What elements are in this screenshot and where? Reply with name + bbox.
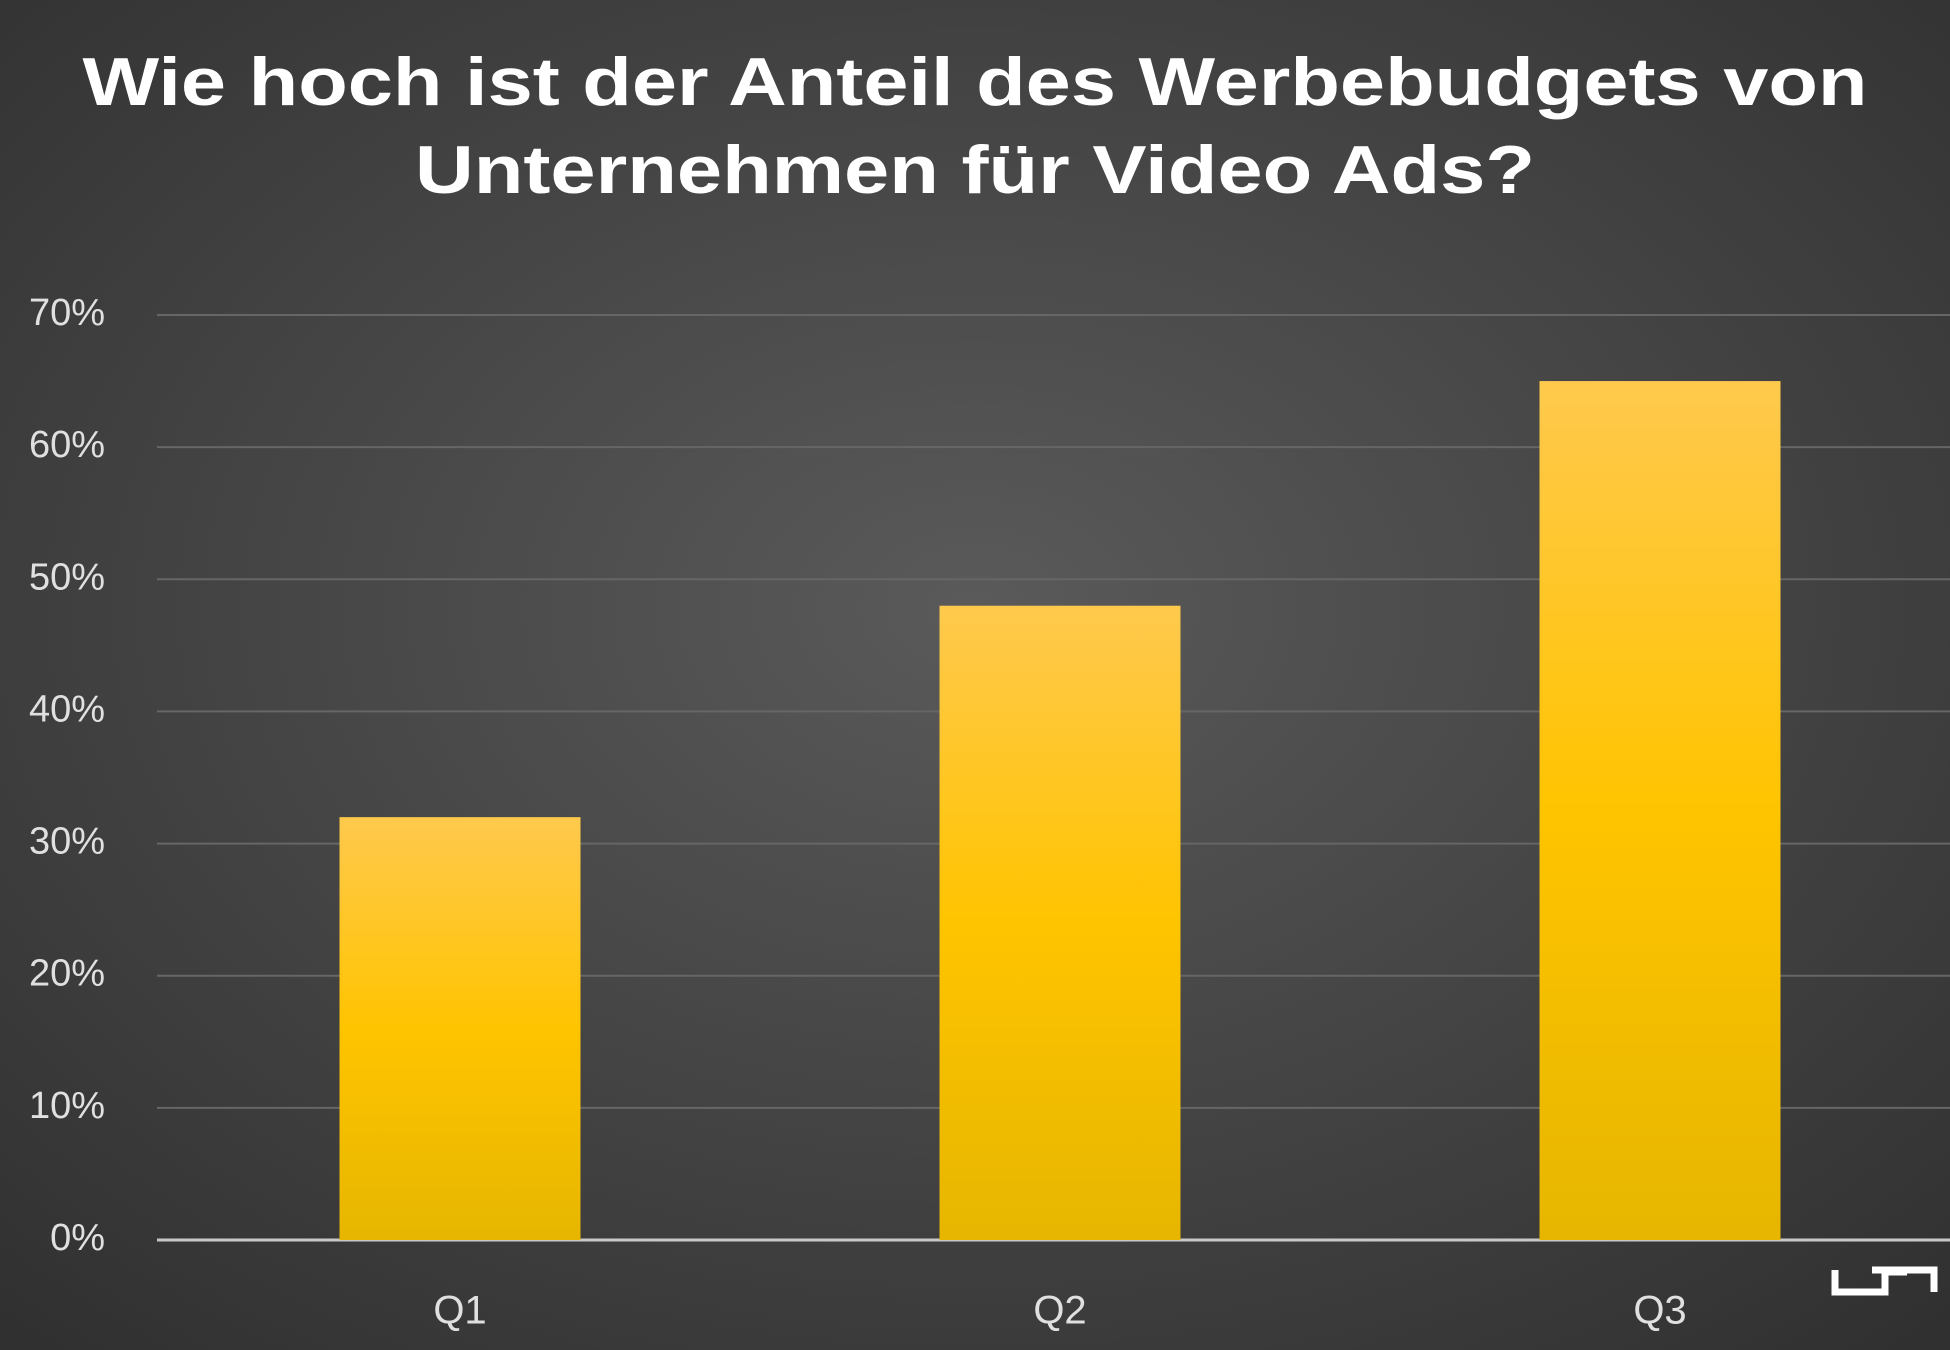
x-tick-label: Q3 [1633, 1289, 1686, 1333]
chart-title: Wie hoch ist der Anteil des Werbebudgets… [83, 44, 1868, 120]
chart-title: Unternehmen für Video Ads? [415, 132, 1535, 208]
x-tick-label: Q1 [433, 1289, 486, 1333]
y-tick-label: 10% [29, 1085, 105, 1127]
y-tick-label: 50% [29, 556, 105, 598]
x-tick-label: Q2 [1033, 1289, 1086, 1333]
y-tick-label: 30% [29, 821, 105, 863]
y-tick-label: 0% [50, 1217, 105, 1259]
y-tick-label: 40% [29, 688, 105, 730]
y-tick-label: 60% [29, 424, 105, 466]
y-tick-label: 70% [29, 292, 105, 334]
y-tick-label: 20% [29, 953, 105, 995]
bar [1539, 381, 1781, 1241]
logo [1831, 1266, 1938, 1296]
bar [939, 605, 1181, 1240]
bar [339, 817, 581, 1240]
